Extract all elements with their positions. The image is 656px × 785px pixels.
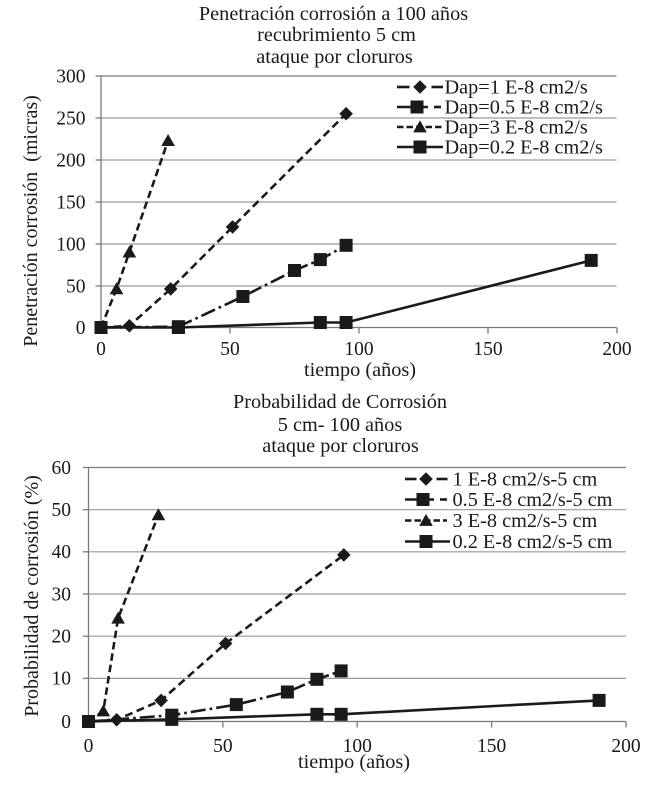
svg-text:200: 200 <box>56 150 85 171</box>
svg-text:recubrimiento 5 cm: recubrimiento 5 cm <box>257 24 416 46</box>
svg-text:tiempo (años): tiempo (años) <box>298 751 410 773</box>
svg-text:150: 150 <box>473 339 502 360</box>
svg-text:250: 250 <box>56 108 85 129</box>
svg-text:60: 60 <box>52 458 72 479</box>
svg-text:50: 50 <box>66 276 86 297</box>
svg-text:200: 200 <box>611 736 640 757</box>
svg-text:tiempo (años): tiempo (años) <box>304 359 416 381</box>
svg-text:30: 30 <box>52 584 72 605</box>
svg-text:100: 100 <box>56 234 85 255</box>
svg-text:100: 100 <box>344 339 373 360</box>
svg-text:0.2 E-8 cm2/s-5 cm: 0.2 E-8 cm2/s-5 cm <box>453 531 613 553</box>
svg-text:Dap=0.5 E-8 cm2/s: Dap=0.5 E-8 cm2/s <box>445 97 604 119</box>
svg-text:20: 20 <box>52 627 72 648</box>
svg-text:1 E-8 cm2/s-5 cm: 1 E-8 cm2/s-5 cm <box>453 469 598 491</box>
svg-text:Probabilidad de corrosión (%): Probabilidad de corrosión (%) <box>21 475 43 717</box>
svg-text:Penetración corrosión (micras: Penetración corrosión (micras) <box>20 95 42 347</box>
svg-text:50: 50 <box>52 500 72 521</box>
svg-text:3 E-8 cm2/s-5 cm: 3 E-8 cm2/s-5 cm <box>453 510 598 532</box>
svg-text:150: 150 <box>56 192 85 213</box>
svg-text:0.5 E-8 cm2/s-5 cm: 0.5 E-8 cm2/s-5 cm <box>453 489 613 511</box>
svg-text:Dap=3 E-8 cm2/s: Dap=3 E-8 cm2/s <box>445 117 588 139</box>
svg-text:0: 0 <box>61 712 71 733</box>
svg-text:50: 50 <box>213 736 233 757</box>
svg-text:Dap=0.2 E-8 cm2/s: Dap=0.2 E-8 cm2/s <box>445 137 604 159</box>
svg-text:300: 300 <box>56 66 85 87</box>
svg-text:Dap=1 E-8 cm2/s: Dap=1 E-8 cm2/s <box>445 77 588 99</box>
svg-text:100: 100 <box>343 736 372 757</box>
svg-text:0: 0 <box>96 339 106 360</box>
svg-text:200: 200 <box>602 339 631 360</box>
svg-text:0: 0 <box>84 736 94 757</box>
svg-text:5 cm- 100 años: 5 cm- 100 años <box>278 414 403 436</box>
svg-text:ataque por cloruros: ataque por cloruros <box>256 46 413 68</box>
svg-text:10: 10 <box>52 669 72 690</box>
svg-text:Penetración corrosión a 100 añ: Penetración corrosión a 100 años <box>199 3 468 25</box>
svg-text:40: 40 <box>52 542 72 563</box>
svg-text:ataque por cloruros: ataque por cloruros <box>262 435 419 457</box>
svg-text:0: 0 <box>76 318 86 339</box>
svg-text:50: 50 <box>220 339 240 360</box>
svg-text:150: 150 <box>477 736 506 757</box>
svg-text:Probabilidad de Corrosión: Probabilidad de Corrosión <box>233 391 447 413</box>
